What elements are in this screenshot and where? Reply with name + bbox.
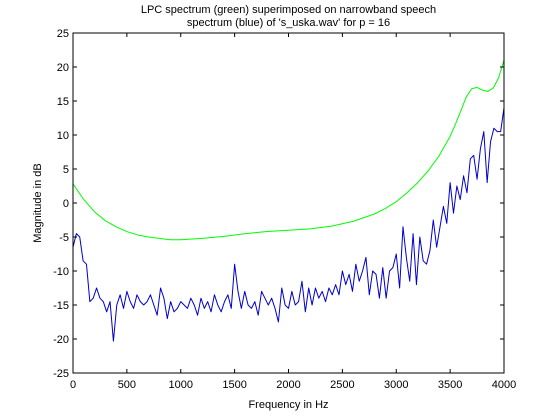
series-line-0: [72, 60, 505, 241]
x-tick-label: 4000: [492, 379, 516, 391]
y-tick-label: -5: [59, 232, 69, 244]
chart-title-line-1: LPC spectrum (green) superimposed on nar…: [141, 4, 436, 16]
axes-box: [72, 32, 505, 374]
y-tick-label: 5: [63, 164, 69, 176]
axes-layer: [72, 32, 505, 374]
y-tick-label: -15: [53, 300, 69, 312]
y-tick-label: 10: [57, 130, 69, 142]
chart-title-line-2: spectrum (blue) of 's_uska.wav' for p = …: [187, 17, 390, 29]
y-tick-label: 20: [57, 62, 69, 74]
x-tick-label: 1500: [222, 379, 246, 391]
series-line-1: [72, 107, 505, 342]
x-tick-label: 3000: [384, 379, 408, 391]
x-tick-label: 0: [70, 379, 76, 391]
x-tick-label: 1000: [169, 379, 193, 391]
x-tick-label: 3500: [438, 379, 462, 391]
y-tick-label: 15: [57, 96, 69, 108]
x-tick-label: 2500: [330, 379, 354, 391]
y-axis-label: Magnitude in dB: [32, 163, 44, 243]
text-layer: 0 500 1000 1500 2000 2500 3000 3500 4000 -25 -20 -1…: [32, 4, 516, 411]
y-tick-label: -20: [53, 334, 69, 346]
plot-layer: [72, 60, 505, 342]
x-tick-label: 2000: [276, 379, 300, 391]
y-tick-label: -25: [53, 368, 69, 380]
y-tick-label: 0: [63, 198, 69, 210]
y-tick-label: 25: [57, 28, 69, 40]
y-tick-label: -10: [53, 266, 69, 278]
x-axis-label: Frequency in Hz: [248, 399, 328, 411]
x-tick-label: 500: [118, 379, 136, 391]
